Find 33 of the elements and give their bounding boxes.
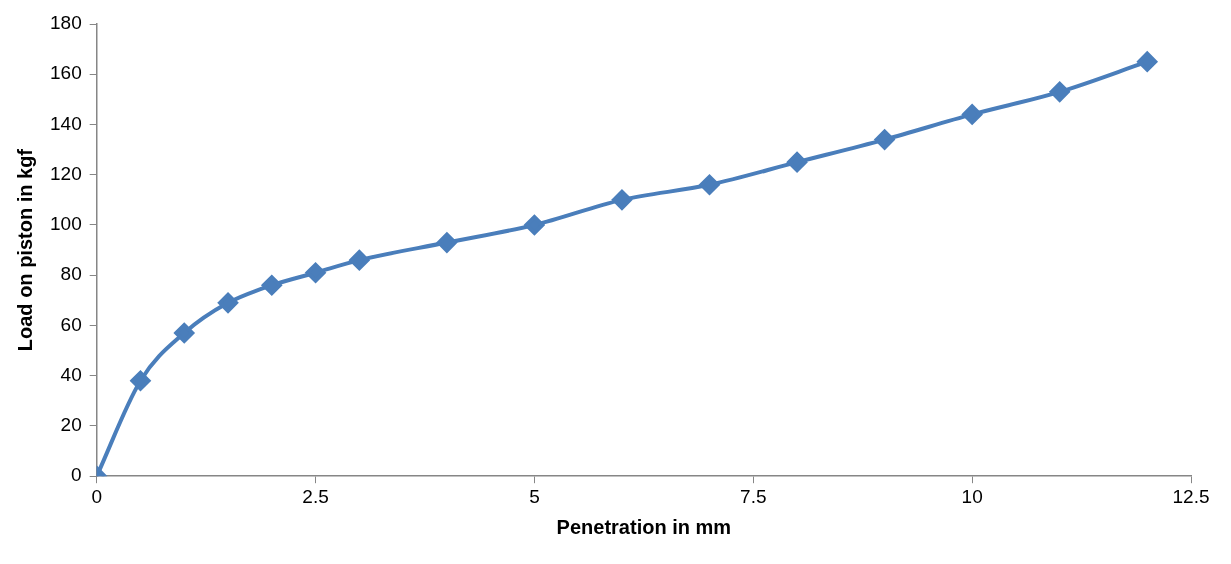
x-tick-label: 10: [961, 485, 983, 507]
point: [787, 152, 808, 173]
y-tick-label: 80: [60, 263, 82, 285]
point: [349, 250, 370, 271]
y-tick-label: 180: [50, 12, 82, 34]
y-tick-label: 20: [60, 414, 82, 436]
x-tick-label: 12.5: [1172, 485, 1210, 507]
point: [524, 214, 545, 235]
point: [218, 292, 239, 313]
y-tick-label: 120: [50, 162, 82, 184]
x-axis-title: Penetration in mm: [556, 515, 732, 538]
point: [436, 232, 457, 253]
point: [130, 370, 151, 391]
y-tick-label: 0: [71, 464, 82, 486]
point: [962, 104, 983, 125]
point: [1049, 81, 1070, 102]
y-axis-title: Load on piston in kgf: [13, 148, 36, 352]
y-tick-label: 160: [50, 62, 82, 84]
x-tick-label: 5: [529, 485, 540, 507]
y-tick-label: 40: [60, 363, 82, 385]
point: [874, 129, 895, 150]
y-tick-label: 60: [60, 313, 82, 335]
point: [1137, 51, 1158, 72]
point: [305, 262, 326, 283]
point: [174, 323, 195, 343]
y-tick-label: 140: [50, 112, 82, 134]
x-tick-label: 2.5: [302, 485, 329, 507]
x-tick-label: 7.5: [740, 485, 767, 507]
y-tick-label: 100: [50, 213, 82, 235]
point: [611, 189, 632, 210]
x-tick-label: 0: [91, 485, 102, 507]
point: [699, 174, 720, 195]
point: [261, 275, 282, 296]
